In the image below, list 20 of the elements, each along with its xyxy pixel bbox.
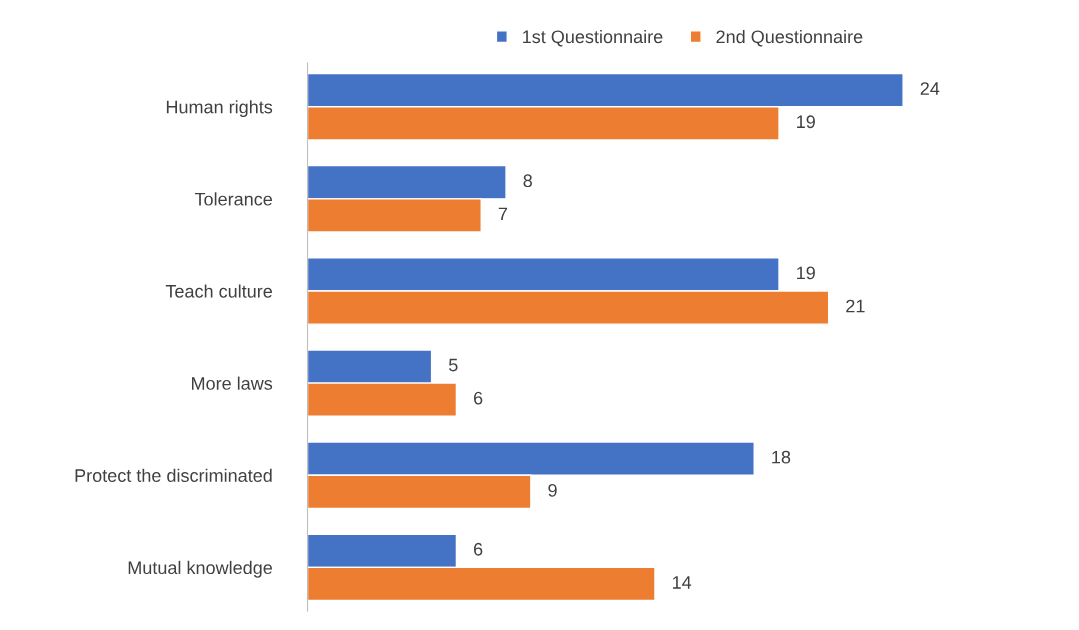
data-label: 8 [523,174,532,188]
data-label: 19 [797,115,815,129]
data-label: 5 [448,358,458,372]
data-label: 7 [498,207,508,221]
data-label: 19 [797,266,815,280]
y-tick-label: Tolerance [194,192,272,206]
y-tick-label: Mutual knowledge [128,560,272,578]
data-label: 9 [548,483,557,497]
legend-label: 1st Questionnaire [523,29,663,47]
data-label: 18 [772,450,791,464]
legend-label: 2nd Questionnaire [716,29,863,47]
data-label: 21 [846,299,865,313]
y-tick-label: Teach culture [165,284,272,298]
y-tick-label: Protect the discriminated [75,468,272,482]
data-label: 24 [920,82,940,95]
data-label: 6 [474,542,483,556]
data-label: 14 [673,576,692,589]
y-tick-label: Human rights [166,100,273,117]
data-label: 6 [474,391,483,405]
y-tick-label: More laws [192,376,273,390]
